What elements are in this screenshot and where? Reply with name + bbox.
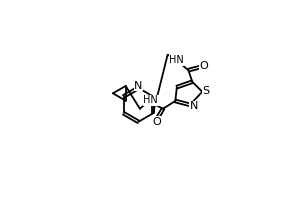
- Text: N: N: [190, 101, 198, 111]
- Text: S: S: [202, 86, 210, 96]
- Text: N: N: [134, 81, 142, 91]
- Text: HN: HN: [169, 55, 184, 65]
- Text: O: O: [200, 61, 208, 71]
- Text: HN: HN: [143, 95, 158, 105]
- Text: O: O: [152, 117, 161, 127]
